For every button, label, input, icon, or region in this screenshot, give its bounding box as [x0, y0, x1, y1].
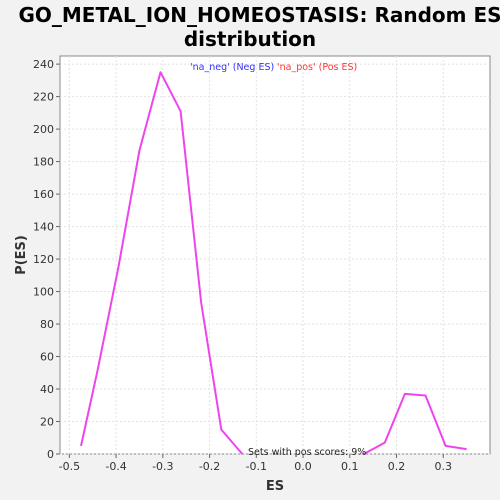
y-tick-label: 80: [40, 318, 54, 331]
y-tick-label: 140: [33, 221, 54, 234]
pos-scores-annotation: Sets with pos scores: 9%: [248, 447, 366, 458]
plot-area: [59, 55, 491, 455]
x-tick-label: -0.4: [105, 460, 126, 473]
legend-item-pos: 'na_pos' (Pos ES): [277, 62, 357, 73]
y-tick-label: 160: [33, 188, 54, 201]
x-tick-label: 0.0: [294, 460, 312, 473]
x-tick-label: -0.2: [199, 460, 220, 473]
series-line-1: [80, 71, 244, 455]
x-tick-label: 0.2: [388, 460, 406, 473]
y-tick-label: 0: [47, 448, 54, 461]
legend: 'na_neg' (Neg ES) 'na_pos' (Pos ES): [190, 62, 357, 73]
y-tick-label: 180: [33, 156, 54, 169]
x-tick-label: -0.1: [246, 460, 267, 473]
x-tick-label: 0.3: [435, 460, 453, 473]
y-tick-label: 100: [33, 286, 54, 299]
chart-title-line-2: distribution: [184, 27, 316, 51]
series-lines: [80, 71, 467, 455]
x-axis-label: ES: [266, 479, 284, 494]
y-tick-label: 40: [40, 383, 54, 396]
y-tick-label: 60: [40, 351, 54, 364]
x-tick-label: -0.5: [59, 460, 80, 473]
y-tick-label: 240: [33, 58, 54, 71]
legend-item-neg: 'na_neg' (Neg ES): [190, 62, 274, 73]
chart-title-line-1: GO_METAL_ION_HOMEOSTASIS: Random ES: [18, 3, 500, 27]
axes: -0.5 -0.4 -0.3 -0.2 -0.1 0.0 0.1 0.2 0.3 0 20 40 60 8…: [33, 58, 452, 473]
y-tick-label: 220: [33, 91, 54, 104]
y-tick-label: 20: [40, 416, 54, 429]
y-tick-label: 200: [33, 123, 54, 136]
x-tick-label: -0.3: [152, 460, 173, 473]
x-tick-label: 0.1: [341, 460, 359, 473]
y-axis-label: P(ES): [14, 235, 29, 275]
series-line-2: [363, 392, 467, 455]
y-tick-label: 120: [33, 253, 54, 266]
